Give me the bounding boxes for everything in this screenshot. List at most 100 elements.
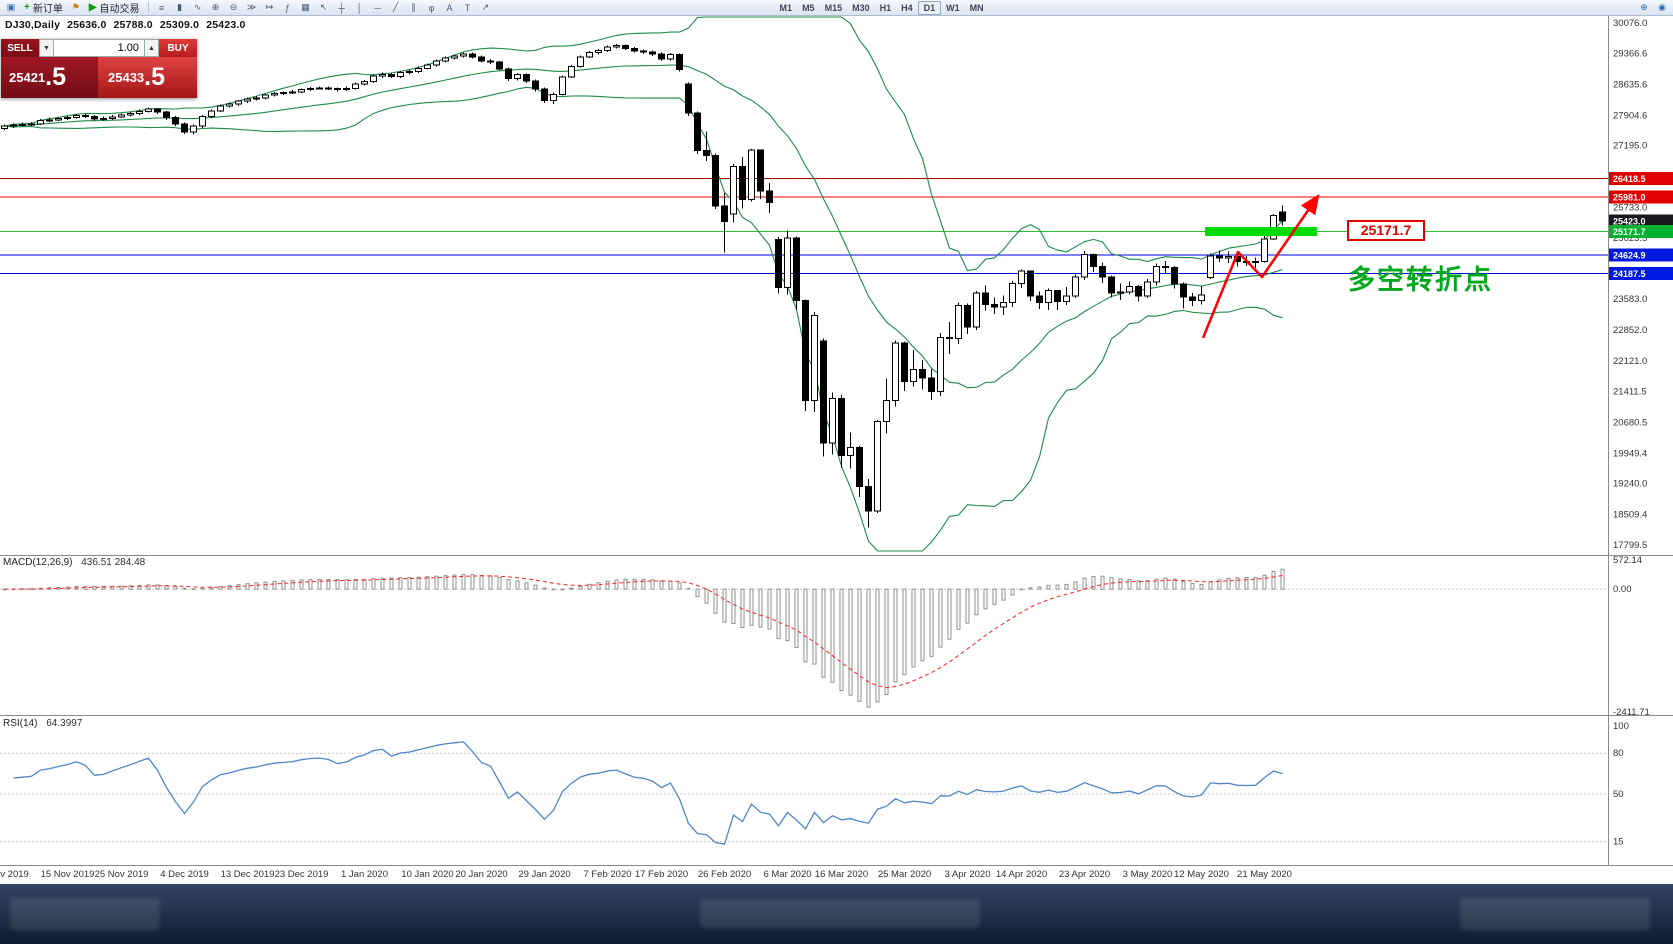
- tf-button-m1[interactable]: M1: [779, 2, 793, 13]
- svg-text:-2411.71: -2411.71: [1613, 707, 1650, 718]
- svg-text:18509.4: 18509.4: [1613, 510, 1647, 521]
- svg-text:3 May 2020: 3 May 2020: [1123, 869, 1173, 880]
- indicators-icon[interactable]: ƒ: [285, 2, 291, 13]
- rsi-label: RSI(14) 64.3997: [3, 718, 82, 729]
- taskbar-center-blur: [700, 900, 980, 928]
- trendline-icon[interactable]: ╱: [392, 2, 399, 12]
- chart-info-line: DJ30,Daily 25636.0 25788.0 25309.0 25423.0: [5, 19, 253, 31]
- candlestick-layer: [1, 43, 1286, 528]
- svg-text:27904.6: 27904.6: [1613, 110, 1647, 121]
- search-icon[interactable]: ⊕: [1640, 2, 1648, 12]
- svg-text:1 Jan 2020: 1 Jan 2020: [341, 869, 388, 880]
- bar-chart-icon[interactable]: ≡: [158, 2, 165, 13]
- svg-text:50: 50: [1613, 789, 1624, 800]
- svg-text:25423.0: 25423.0: [1613, 216, 1646, 226]
- svg-text:26418.5: 26418.5: [1613, 174, 1646, 184]
- sell-button[interactable]: SELL: [1, 39, 39, 57]
- ohlc-close: 25423.0: [206, 19, 246, 31]
- macd-label: MACD(12,26,9) 436.51 284.48: [3, 557, 145, 568]
- volume-input[interactable]: [54, 39, 144, 57]
- svg-text:16 Mar 2020: 16 Mar 2020: [815, 869, 868, 880]
- zoom-in-icon[interactable]: ⊕: [211, 2, 220, 12]
- zoom-out-icon[interactable]: ⊖: [229, 2, 238, 12]
- svg-text:17799.5: 17799.5: [1613, 540, 1647, 551]
- svg-text:20680.5: 20680.5: [1613, 417, 1647, 428]
- buy-price[interactable]: 25433 .5: [98, 57, 197, 98]
- svg-text:4 Dec 2019: 4 Dec 2019: [160, 869, 209, 880]
- svg-text:24187.5: 24187.5: [1613, 269, 1646, 279]
- fibonacci-icon[interactable]: φ: [428, 2, 435, 13]
- community-icon[interactable]: ◉: [1658, 2, 1666, 12]
- taskbar-tray-blur: [1460, 898, 1650, 930]
- svg-text:19240.0: 19240.0: [1613, 479, 1647, 490]
- svg-text:21411.5: 21411.5: [1613, 386, 1647, 397]
- svg-text:21 May 2020: 21 May 2020: [1237, 869, 1292, 880]
- text-label-icon[interactable]: T: [464, 2, 471, 13]
- svg-text:6 Nov 2019: 6 Nov 2019: [0, 869, 29, 880]
- svg-text:29366.6: 29366.6: [1613, 48, 1647, 59]
- cursor-icon[interactable]: ↖: [319, 2, 328, 12]
- vertical-line-icon[interactable]: │: [356, 2, 363, 13]
- tf-button-h1[interactable]: H1: [879, 2, 892, 13]
- text-icon[interactable]: A: [446, 2, 453, 13]
- rsi-value: 64.3997: [46, 718, 83, 729]
- line-chart-icon[interactable]: ∿: [193, 2, 202, 12]
- svg-text:25733.0: 25733.0: [1613, 203, 1647, 214]
- svg-text:27195.0: 27195.0: [1613, 141, 1647, 152]
- toolbar-group-right: ⊕ ◉: [1635, 1, 1671, 14]
- svg-text:24624.9: 24624.9: [1613, 250, 1646, 260]
- tf-button-d1[interactable]: D1: [917, 0, 942, 15]
- svg-text:28635.6: 28635.6: [1613, 79, 1647, 90]
- sell-price[interactable]: 25421 .5: [1, 57, 98, 98]
- svg-text:25023.5: 25023.5: [1613, 233, 1647, 244]
- svg-text:3 Apr 2020: 3 Apr 2020: [945, 869, 991, 880]
- tf-button-m15[interactable]: M15: [824, 2, 843, 13]
- channel-icon[interactable]: ∥: [411, 2, 416, 12]
- svg-text:13 Dec 2019: 13 Dec 2019: [221, 869, 275, 880]
- horizontal-line-icon[interactable]: ─: [374, 2, 381, 13]
- sell-price-main: 25421: [9, 70, 46, 85]
- toolbar-group-alerts: ⚑: [67, 1, 85, 14]
- svg-text:23 Dec 2019: 23 Dec 2019: [275, 869, 329, 880]
- ohlc-open: 25636.0: [67, 19, 107, 31]
- svg-text:12 May 2020: 12 May 2020: [1174, 869, 1229, 880]
- timeframe-group: M1 M5 M15 M30 H1 H4 D1 W1 MN: [775, 0, 989, 15]
- tf-button-mn[interactable]: MN: [969, 2, 984, 13]
- tf-button-h4[interactable]: H4: [901, 2, 913, 13]
- chart-shift-icon[interactable]: ↦: [265, 2, 274, 12]
- arrow-tool-icon[interactable]: ↗: [481, 2, 490, 12]
- candlestick-chart-icon[interactable]: ▮: [177, 2, 183, 12]
- svg-text:22121.0: 22121.0: [1613, 356, 1647, 367]
- alerts-icon[interactable]: ⚑: [71, 2, 80, 12]
- buy-price-main: 25433: [108, 70, 145, 85]
- tf-button-m5[interactable]: M5: [802, 2, 815, 13]
- tf-button-m30[interactable]: M30: [852, 2, 870, 13]
- turning-point-text: 多空转折点: [1348, 265, 1493, 295]
- svg-text:25981.0: 25981.0: [1613, 193, 1646, 203]
- svg-text:10 Jan 2020: 10 Jan 2020: [401, 869, 453, 880]
- support-level-flag: 25171.7: [1347, 220, 1425, 241]
- taskbar-left-blur: [10, 898, 160, 930]
- symbol-period: DJ30,Daily: [5, 19, 61, 31]
- crosshair-icon[interactable]: ┼: [338, 2, 345, 13]
- taskbar[interactable]: [0, 884, 1673, 944]
- rsi-name: RSI(14): [3, 718, 38, 729]
- buy-button[interactable]: BUY: [159, 39, 197, 57]
- auto-trading-button[interactable]: ▶ 自动交易: [85, 1, 144, 15]
- tf-button-w1[interactable]: W1: [946, 2, 960, 13]
- macd-layer: [0, 568, 1608, 708]
- new-order-button[interactable]: + 新订单: [20, 1, 67, 15]
- svg-text:100: 100: [1613, 721, 1629, 732]
- svg-text:15: 15: [1613, 837, 1624, 848]
- one-click-trading-panel: SELL ▼ ▲ BUY 25421 .5 25433 .5: [1, 39, 197, 98]
- grid-icon[interactable]: ▦: [301, 2, 310, 12]
- chart-window-icon[interactable]: ▣: [6, 2, 16, 12]
- volume-increase-button[interactable]: ▲: [144, 39, 159, 57]
- axis-labels-layer: 30076.0 29366.6 28635.6 27904.6 27195.0 25733…: [0, 18, 1650, 880]
- svg-text:572.14: 572.14: [1613, 555, 1642, 566]
- auto-scroll-icon[interactable]: ≫: [246, 2, 257, 12]
- ohlc-low: 25309.0: [159, 19, 200, 31]
- volume-decrease-button[interactable]: ▼: [39, 39, 54, 57]
